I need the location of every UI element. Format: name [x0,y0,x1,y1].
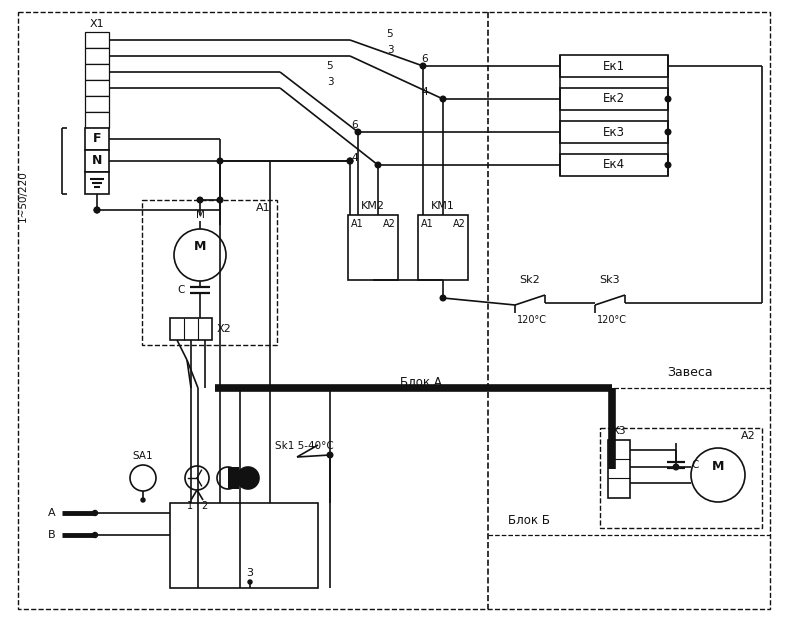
Circle shape [376,162,381,168]
Bar [170,503,318,588]
Text: F: F [93,132,101,145]
Text: 120°C: 120°C [517,315,547,325]
Bar [85,32,109,48]
Bar [85,64,109,80]
Text: A: A [48,508,56,518]
Bar [560,154,668,176]
Circle shape [217,467,239,489]
Circle shape [237,467,259,489]
Text: M: M [712,461,724,473]
Text: Ек1: Ек1 [603,60,625,73]
Circle shape [185,466,209,490]
Text: M: M [196,210,204,220]
Circle shape [347,158,353,164]
Text: B: B [48,530,56,540]
Circle shape [691,448,745,502]
Text: N: N [92,155,103,168]
Circle shape [197,197,203,203]
Text: Sk3: Sk3 [600,275,620,285]
Text: A2: A2 [383,219,395,229]
Text: A1: A1 [421,219,433,229]
Text: Sk1 5-40°C: Sk1 5-40°C [275,441,334,451]
Text: Ек2: Ек2 [603,93,625,106]
Text: Ек3: Ек3 [603,125,625,138]
Circle shape [327,452,333,458]
Bar [560,55,668,77]
Text: 2: 2 [201,501,208,511]
Text: A2: A2 [453,219,466,229]
Text: 1: 1 [187,501,193,511]
Bar [418,215,468,280]
Polygon shape [228,467,239,489]
Text: C: C [178,285,185,295]
Text: A1: A1 [350,219,364,229]
Text: X1: X1 [90,19,104,29]
Text: A1: A1 [256,203,271,213]
Circle shape [92,532,98,538]
Circle shape [174,229,226,281]
Text: KM2: KM2 [361,201,385,211]
Bar [85,172,109,194]
Circle shape [94,207,99,213]
Text: Sk2: Sk2 [520,275,540,285]
Text: 4: 4 [352,153,358,163]
Text: Блок Б: Блок Б [508,514,550,527]
Bar [85,96,109,112]
Circle shape [355,129,361,135]
Circle shape [130,465,156,491]
Text: KM1: KM1 [431,201,455,211]
Circle shape [421,63,426,69]
Text: Ек4: Ек4 [603,158,625,171]
Text: Блок А: Блок А [400,376,442,389]
Bar [85,80,109,96]
Bar [608,440,630,498]
Text: X3: X3 [611,426,626,436]
Circle shape [248,580,252,584]
Circle shape [217,197,222,203]
Text: 5: 5 [387,29,393,39]
Text: 3: 3 [387,45,393,55]
Circle shape [141,498,145,502]
Bar [85,128,109,150]
Circle shape [347,158,353,164]
Bar [560,121,668,143]
Text: 120°C: 120°C [597,315,627,325]
Bar [85,112,109,128]
Text: Завеса: Завеса [667,366,712,379]
Text: 3: 3 [327,77,333,87]
Circle shape [665,162,671,168]
Text: M: M [194,240,206,253]
Bar [170,318,212,340]
Bar [85,150,109,172]
Circle shape [673,465,679,470]
Text: 6: 6 [352,120,358,130]
Circle shape [94,207,99,213]
Circle shape [92,510,98,515]
Circle shape [217,158,222,164]
Circle shape [665,129,671,135]
Bar [348,215,398,280]
Text: 5: 5 [327,61,333,71]
Bar [560,88,668,110]
Text: 1~50/220: 1~50/220 [18,170,28,222]
Circle shape [665,96,671,102]
Text: X2: X2 [217,324,231,334]
Text: 6: 6 [421,54,428,64]
Text: 3: 3 [246,568,253,578]
Text: C: C [691,460,698,470]
Circle shape [440,96,446,102]
Text: SA1: SA1 [133,451,153,461]
Text: A2: A2 [741,431,756,441]
Circle shape [440,295,446,301]
Text: 4: 4 [421,87,428,97]
Bar [85,48,109,64]
